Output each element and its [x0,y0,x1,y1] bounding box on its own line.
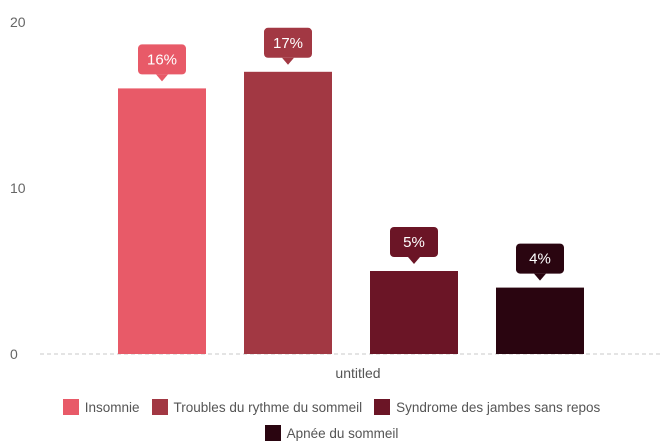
legend-swatch [374,399,391,415]
legend-item-apnee[interactable]: Apnée du sommeil [264,425,399,441]
data-label-pointer [534,273,546,281]
legend-swatch [151,399,168,415]
y-tick-label: 0 [10,346,18,362]
data-label-pointer [408,257,420,264]
data-label-pointer [156,74,168,82]
data-label: 5% [403,234,425,251]
x-category-label: untitled [335,365,380,381]
legend-label: Insomnie [84,399,140,415]
y-axis: 0 10 20 [10,14,26,362]
data-label-bubble [264,27,312,58]
legend-item-insomnie[interactable]: Insomnie [62,399,140,415]
bar-3[interactable] [496,287,584,354]
data-label-bubble [138,44,186,75]
legend-row-1: Insomnie Troubles du rythme du sommeil S… [0,394,663,420]
legend-swatch [264,425,281,441]
bar-2[interactable] [370,271,458,354]
legend-item-troubles-rythme[interactable]: Troubles du rythme du sommeil [151,399,363,415]
data-label: 4% [529,251,551,268]
legend-label: Troubles du rythme du sommeil [173,399,363,415]
legend-swatch [62,399,79,415]
legend-label: Syndrome des jambes sans repos [396,399,601,415]
legend-label: Apnée du sommeil [286,425,399,441]
bar-1[interactable] [244,71,332,355]
bar-0[interactable] [118,88,206,355]
data-label: 16% [147,51,177,68]
y-tick-label: 20 [10,14,26,30]
legend-item-jambes-sans-repos[interactable]: Syndrome des jambes sans repos [374,399,600,415]
legend: Insomnie Troubles du rythme du sommeil S… [0,394,663,446]
y-tick-label: 10 [10,180,26,196]
data-label-bubble [516,243,564,274]
bars-group: 16% 17% 5% 4% [118,27,584,355]
data-label: 17% [273,35,303,52]
data-label-pointer [282,57,294,65]
data-label-bubble [390,227,438,257]
legend-row-2: Apnée du sommeil [0,420,663,446]
